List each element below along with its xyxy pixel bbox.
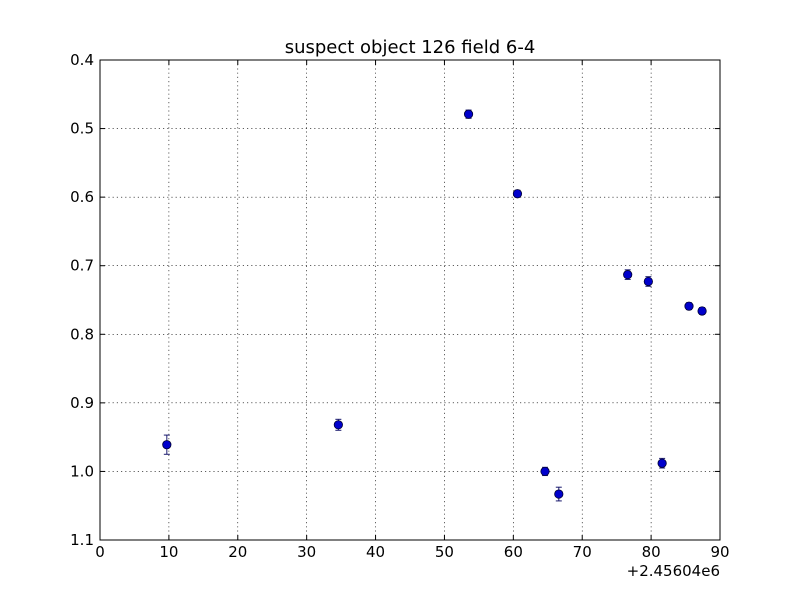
y-tick-label: 1.0: [70, 462, 94, 480]
y-tick-label: 0.8: [70, 325, 94, 343]
y-tick-label: 0.6: [70, 188, 94, 206]
y-tick-label: 0.4: [70, 51, 94, 69]
data-point: [540, 466, 550, 477]
data-point: [623, 270, 633, 280]
y-tick-label: 0.9: [70, 394, 94, 412]
y-tick-label: 1.1: [70, 531, 94, 549]
data-point: [162, 440, 172, 450]
data-point: [697, 306, 707, 316]
data-point: [554, 489, 564, 499]
x-tick-label: 10: [159, 543, 178, 561]
tick-labels: 0 10 20 30 40 50 60 70 80 90 0.4 0.5 0.6 0.7 0.8 0.9 1.0…: [70, 51, 729, 561]
x-tick-label: 50: [435, 543, 454, 561]
data-point: [463, 109, 474, 119]
x-tick-label: 0: [95, 543, 105, 561]
data-points: [162, 109, 707, 502]
x-tick-label: 90: [710, 543, 729, 561]
data-point: [333, 420, 343, 430]
data-point: [512, 189, 523, 199]
data-point: [643, 276, 653, 287]
x-tick-label: 60: [504, 543, 523, 561]
x-tick-label: 40: [366, 543, 385, 561]
x-tick-label: 80: [642, 543, 661, 561]
x-tick-label: 70: [573, 543, 592, 561]
axis-ticks: [99, 59, 721, 541]
y-tick-label: 0.7: [70, 257, 94, 275]
data-point: [657, 458, 667, 468]
grid-lines: [99, 59, 721, 541]
plot-frame: [99, 59, 721, 541]
y-tick-label: 0.5: [70, 120, 94, 138]
chart-title: suspect object 126 field 6-4: [285, 37, 536, 58]
x-tick-label: 20: [228, 543, 247, 561]
data-point: [684, 301, 694, 311]
x-tick-label: 30: [297, 543, 316, 561]
x-offset-label: +2.45604e6: [627, 562, 720, 580]
